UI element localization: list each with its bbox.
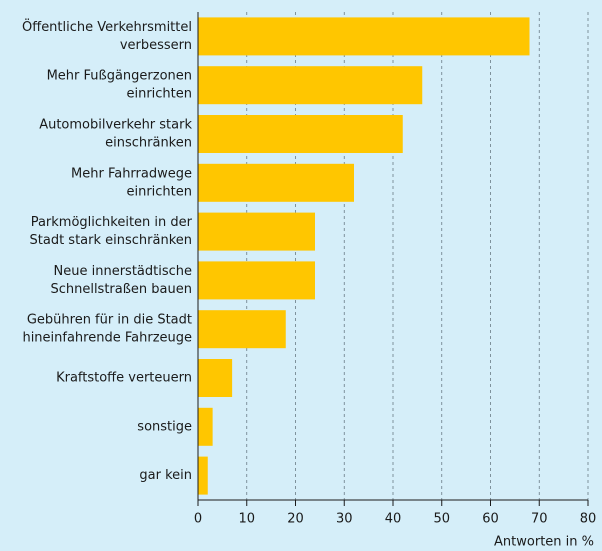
bar bbox=[198, 66, 423, 105]
y-tick-label: einrichten bbox=[126, 87, 192, 102]
x-tick-label: 70 bbox=[531, 512, 548, 527]
bar bbox=[198, 310, 286, 349]
x-tick-label: 40 bbox=[385, 512, 402, 527]
y-tick-label: Öffentliche Verkehrsmittel bbox=[22, 18, 192, 35]
x-tick-label: 0 bbox=[194, 512, 202, 527]
bar bbox=[198, 456, 208, 495]
bar bbox=[198, 212, 315, 251]
y-tick-label: einschränken bbox=[105, 136, 192, 151]
bar bbox=[198, 261, 315, 300]
x-tick-label: 50 bbox=[433, 512, 450, 527]
bar bbox=[198, 115, 403, 153]
y-tick-label: Automobilverkehr stark bbox=[39, 118, 192, 133]
y-tick-label: sonstige bbox=[137, 419, 192, 434]
y-tick-label: Mehr Fahrradwege bbox=[71, 166, 192, 181]
y-tick-label: hineinfahrende Fahrzeuge bbox=[22, 331, 192, 346]
x-tick-label: 60 bbox=[482, 512, 499, 527]
bar bbox=[198, 17, 530, 56]
y-tick-label: Kraftstoffe verteuern bbox=[56, 371, 192, 386]
y-tick-label: verbessern bbox=[120, 38, 192, 53]
bar bbox=[198, 163, 354, 202]
x-tick-label: 30 bbox=[336, 512, 353, 527]
y-tick-label: Gebühren für in die Stadt bbox=[27, 313, 192, 328]
bar bbox=[198, 407, 213, 446]
y-tick-label: Mehr Fußgängerzonen bbox=[47, 69, 192, 84]
x-tick-label: 80 bbox=[580, 512, 597, 527]
x-tick-label: 10 bbox=[238, 512, 255, 527]
y-tick-label: einrichten bbox=[126, 184, 192, 199]
y-tick-label: gar kein bbox=[139, 468, 192, 483]
x-axis-label: Antworten in % bbox=[494, 535, 594, 550]
y-tick-label: Neue innerstädtische bbox=[54, 264, 192, 279]
x-tick-label: 20 bbox=[287, 512, 304, 527]
y-tick-label: Schnellstraßen bauen bbox=[50, 282, 192, 297]
y-tick-label: Parkmöglichkeiten in der bbox=[31, 215, 193, 230]
bar bbox=[198, 359, 233, 397]
y-tick-label: Stadt stark einschränken bbox=[30, 233, 193, 248]
